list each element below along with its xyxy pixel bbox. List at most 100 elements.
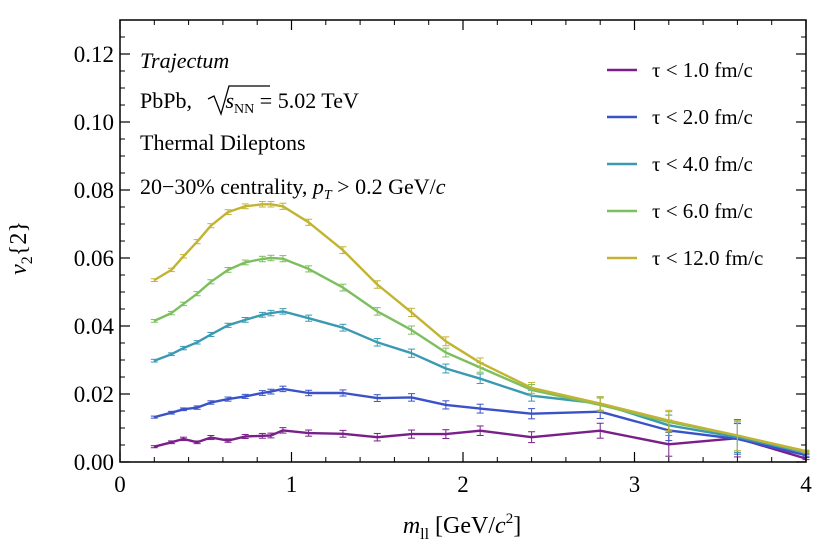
error-bar	[408, 307, 416, 317]
error-bar	[179, 407, 187, 412]
error-bar	[224, 396, 232, 402]
series-line	[153, 256, 807, 453]
error-bar	[373, 280, 381, 289]
error-bar	[241, 393, 249, 399]
series-line	[153, 203, 807, 453]
error-bar	[224, 209, 232, 215]
series-1	[150, 419, 810, 461]
error-bar	[408, 325, 416, 335]
error-bar	[373, 338, 381, 347]
error-bar	[733, 419, 741, 452]
legend-label: τ < 12.0 fm/c	[652, 246, 763, 270]
x-axis-title: mll [GeV/c2]	[403, 511, 521, 543]
legend-label: τ < 1.0 fm/c	[652, 58, 753, 82]
error-bar	[339, 246, 347, 255]
legend-item: τ < 12.0 fm/c	[607, 246, 763, 270]
error-bar	[241, 433, 249, 440]
error-bar	[373, 394, 381, 402]
error-bar	[279, 308, 287, 315]
error-bar	[207, 331, 215, 338]
series-line	[154, 387, 807, 457]
legend-item: τ < 4.0 fm/c	[607, 152, 753, 176]
error-bar	[258, 311, 266, 318]
error-bar	[150, 358, 158, 363]
error-bar	[258, 390, 266, 396]
y-tick-label: 0.02	[74, 382, 114, 407]
error-bar	[193, 440, 201, 445]
annotation-centrality: 20−30% centrality, pT > 0.2 GeV/c	[140, 174, 446, 203]
y-tick-label: 0.00	[74, 450, 114, 475]
error-bar	[179, 345, 187, 351]
y-tick-label: 0.06	[74, 246, 114, 271]
error-bar	[193, 405, 201, 410]
plot-frame	[119, 19, 807, 463]
error-bar	[167, 267, 175, 273]
error-bar	[207, 279, 215, 285]
error-bar	[279, 427, 287, 434]
ticks-layer	[119, 20, 807, 463]
error-bar	[528, 408, 536, 420]
legend-label: τ < 2.0 fm/c	[652, 105, 753, 129]
y-tick-label: 0.12	[74, 42, 114, 67]
annotation-trajectum: Trajectum	[140, 48, 229, 73]
x-tick-label: 2	[457, 472, 469, 497]
error-bar	[207, 400, 215, 405]
error-bar	[267, 309, 275, 317]
error-bar	[258, 432, 266, 439]
series-5	[150, 201, 810, 453]
error-bar	[150, 319, 158, 323]
error-bar	[408, 348, 416, 358]
error-bar	[258, 201, 266, 208]
error-bar	[339, 389, 347, 397]
x-tick-label: 3	[629, 472, 641, 497]
legend-label: τ < 6.0 fm/c	[652, 199, 753, 223]
error-bar	[665, 409, 673, 432]
error-bar	[476, 425, 484, 436]
error-bar	[476, 357, 484, 368]
tick-labels-layer: 0 1 2 3 4 0.00 0.02 0.04 0.06 0.08 0.10 0.12	[74, 42, 813, 497]
error-bar	[442, 363, 450, 374]
error-bar	[442, 400, 450, 410]
error-bar	[305, 218, 313, 226]
error-bar	[442, 336, 450, 347]
error-bar	[224, 322, 232, 328]
annotation-thermal-dileptons: Thermal Dileptons	[140, 130, 306, 155]
legend: τ < 1.0 fm/c τ < 2.0 fm/c τ < 4.0 fm/c τ < …	[607, 58, 763, 270]
error-bar	[279, 255, 287, 263]
y-axis-title: v2{2}	[6, 221, 36, 275]
legend-item: τ < 1.0 fm/c	[607, 58, 753, 82]
error-bar	[279, 385, 287, 393]
error-bar	[179, 436, 187, 442]
error-bar	[596, 396, 604, 411]
error-bar	[373, 307, 381, 316]
error-bar	[442, 347, 450, 358]
error-bar	[596, 422, 604, 439]
series-layer	[150, 201, 810, 461]
error-bar	[267, 201, 275, 208]
error-bar	[305, 429, 313, 437]
error-bar	[241, 259, 249, 266]
error-bar	[305, 314, 313, 322]
error-bar	[167, 410, 175, 415]
x-tick-label: 1	[286, 472, 298, 497]
error-bar	[408, 429, 416, 439]
error-bar	[193, 239, 201, 245]
error-bar	[305, 389, 313, 397]
error-bar	[179, 254, 187, 259]
error-bar	[339, 323, 347, 332]
error-bar	[207, 223, 215, 229]
legend-label: τ < 4.0 fm/c	[652, 152, 753, 176]
error-bar	[241, 317, 249, 323]
error-bar	[279, 202, 287, 210]
error-bar	[339, 429, 347, 438]
error-bar	[267, 432, 275, 439]
error-bar	[528, 431, 536, 444]
error-bar	[150, 445, 158, 449]
annotation-collision: PbPb, sNN = 5.02 TeV	[140, 88, 359, 117]
error-bar	[476, 403, 484, 414]
error-bar	[207, 434, 215, 441]
legend-item: τ < 2.0 fm/c	[607, 105, 753, 129]
x-tick-label: 4	[800, 472, 812, 497]
sqrt-sign-icon	[207, 85, 270, 117]
